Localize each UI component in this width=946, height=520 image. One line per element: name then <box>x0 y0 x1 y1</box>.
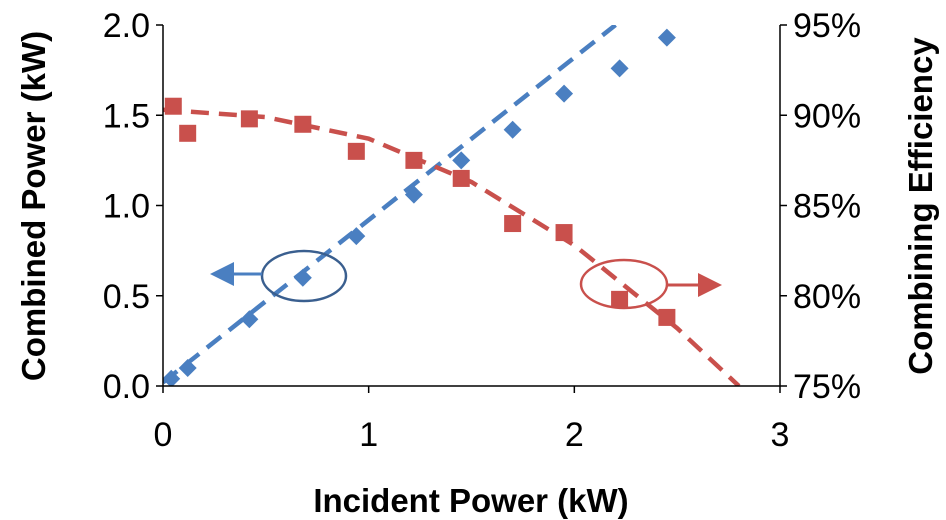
left-y-tick-label: 2.0 <box>103 7 150 45</box>
data-point-diamond <box>452 151 471 170</box>
data-point-diamond <box>347 227 366 246</box>
plot-area <box>163 25 741 386</box>
series-left-group <box>163 25 676 386</box>
fit-line-right <box>163 107 741 386</box>
data-point-diamond <box>163 369 181 386</box>
data-point-diamond <box>404 185 423 204</box>
data-point-square <box>504 215 522 233</box>
left-axis-arrow-head <box>210 262 234 286</box>
left-y-tick-label: 0.5 <box>103 278 150 316</box>
data-point-square <box>179 124 197 142</box>
left-y-axis-title: Combined Power (kW) <box>15 31 52 381</box>
data-point-diamond <box>657 28 676 47</box>
data-point-square <box>611 290 629 308</box>
data-point-diamond <box>240 310 259 329</box>
right-y-tick-label: 85% <box>793 188 861 226</box>
data-point-diamond <box>293 268 312 287</box>
data-point-diamond <box>503 120 522 139</box>
axes <box>162 25 781 387</box>
tick-marks-and-labels: 0 1 2 3 0.0 0.5 1.0 1.5 2.0 75% 80% 85% 90% 95% <box>103 7 861 454</box>
x-tick-label: 3 <box>771 416 790 454</box>
series-right-group <box>163 97 741 386</box>
data-point-square <box>452 169 470 187</box>
data-point-square <box>658 308 676 326</box>
data-point-diamond <box>610 59 629 78</box>
axis-annotations <box>210 249 722 310</box>
left-axis-indicator-ellipse <box>260 249 348 303</box>
x-tick-label: 1 <box>359 416 378 454</box>
left-y-tick-label: 1.5 <box>103 97 150 135</box>
right-y-axis-title: Combining Efficiency <box>902 37 939 375</box>
right-axis-arrow-head <box>698 273 722 297</box>
data-point-square <box>294 115 312 133</box>
data-point-square <box>240 110 258 128</box>
data-point-square <box>405 151 423 169</box>
right-y-tick-label: 90% <box>793 97 861 135</box>
data-point-diamond <box>178 358 197 377</box>
data-point-square <box>347 142 365 160</box>
left-y-tick-label: 0.0 <box>103 368 150 406</box>
data-point-square <box>555 224 573 242</box>
data-point-diamond <box>555 84 574 103</box>
fit-line-left <box>163 25 617 385</box>
x-axis-title: Incident Power (kW) <box>313 482 628 519</box>
x-tick-label: 0 <box>154 416 173 454</box>
x-tick-label: 2 <box>565 416 584 454</box>
right-y-tick-label: 80% <box>793 278 861 316</box>
right-y-tick-label: 75% <box>793 368 861 406</box>
right-y-tick-label: 95% <box>793 7 861 45</box>
left-y-tick-label: 1.0 <box>103 188 150 226</box>
data-point-square <box>164 97 182 115</box>
